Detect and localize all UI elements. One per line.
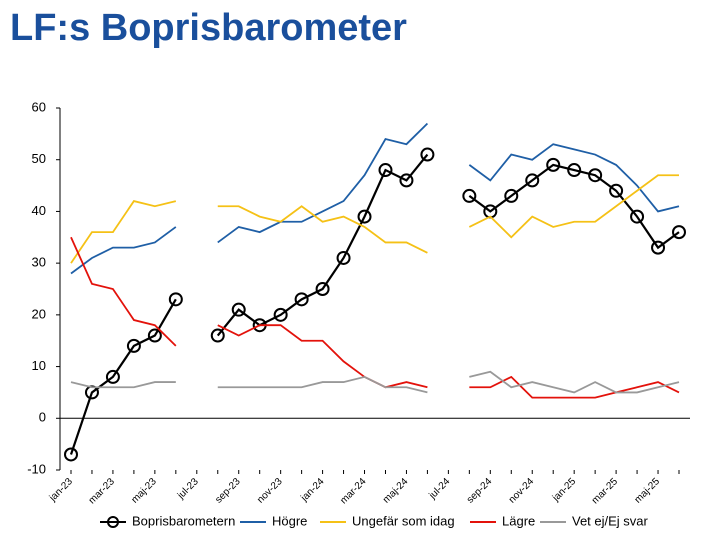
y-tick-label: 40 [32,203,46,218]
x-tick-label: nov-23 [255,476,285,506]
x-tick-label: nov-24 [507,476,537,506]
data-point [210,328,225,343]
data-point [588,168,603,183]
data-point [399,173,414,188]
y-tick-label: 50 [32,151,46,166]
data-point [630,209,645,224]
data-point [567,163,582,178]
legend-label: Ungefär som idag [352,513,455,528]
y-tick-label: -10 [27,461,46,476]
legend-label: Boprisbarometern [132,513,235,528]
y-tick-label: 10 [32,358,46,373]
x-tick-label: jul-23 [175,476,201,502]
data-point [651,240,666,255]
legend-label: Vet ej/Ej svar [572,513,649,528]
data-point [609,183,624,198]
legend-label: Lägre [502,513,535,528]
data-point [315,282,330,296]
x-tick-label: mar-25 [590,476,620,506]
data-point [378,163,393,178]
x-tick-label: jul-24 [427,476,453,502]
y-tick-label: 60 [32,99,46,114]
data-point [231,302,246,317]
data-point [420,147,435,162]
chart-title: LF:s Boprisbarometer [10,7,407,49]
data-point [294,292,309,307]
x-tick-label: sep-23 [213,476,243,506]
data-point [147,328,162,343]
data-point [546,157,561,172]
series-line [70,236,680,399]
data-point [105,369,120,384]
series-line [69,153,680,455]
x-tick-label: jan-23 [47,476,75,504]
legend-marker [107,516,119,528]
x-tick-label: mar-23 [87,476,117,506]
data-point [357,209,372,224]
x-tick-label: maj-25 [633,476,663,506]
x-tick-label: jan-25 [550,476,578,504]
series-line [70,370,680,394]
data-point [504,188,519,203]
data-point [336,250,351,265]
x-tick-label: maj-23 [129,476,159,506]
data-point [525,173,540,188]
x-tick-label: mar-24 [338,476,368,506]
y-tick-label: 30 [32,255,46,270]
data-point [64,447,78,462]
series-line [70,174,679,264]
data-point [168,292,183,307]
data-point [126,338,141,353]
legend-label: Högre [272,513,307,528]
data-point [462,188,477,203]
data-point [273,307,288,322]
x-tick-label: jan-24 [298,476,326,504]
series-line [70,122,680,275]
x-tick-label: sep-24 [465,476,495,506]
y-tick-label: 0 [39,410,46,425]
x-tick-label: maj-24 [381,476,411,506]
y-tick-label: 20 [32,306,46,321]
data-point [672,225,686,240]
